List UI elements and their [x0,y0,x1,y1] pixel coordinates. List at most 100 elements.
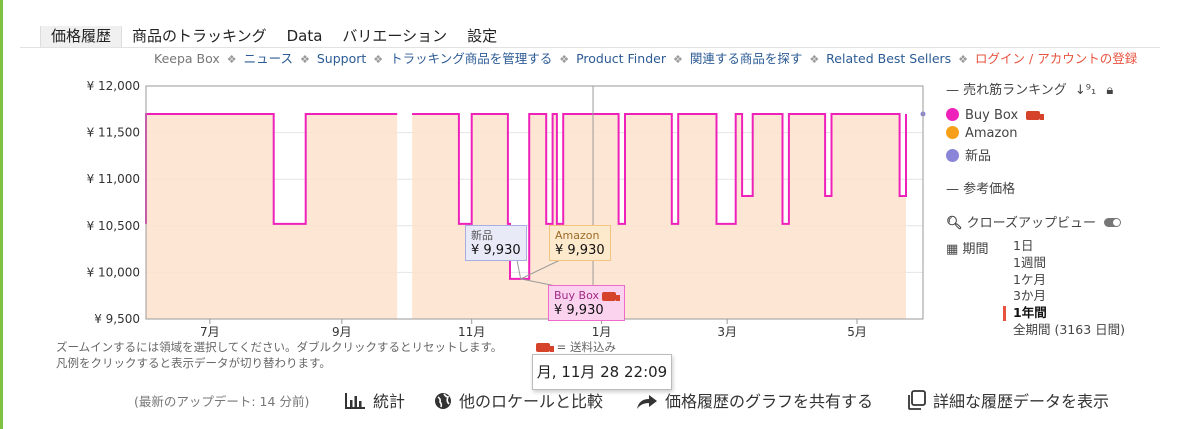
share-graph-label: 価格履歴のグラフを共有する [665,392,874,411]
tooltip-buybox-label: Buy Box [554,289,599,302]
compare-locale-button[interactable]: 他のロケールと比較 [434,388,603,412]
plot-frame [145,85,924,320]
shipping-note: = 送料込み [536,339,616,355]
zoom-hint: ズームインするには領域を選択してください。ダブルクリックするとリセットします。 [56,340,503,354]
tooltip-amazon-price: ¥ 9,930 [555,243,605,258]
x-tick-label: 11月 [458,325,485,339]
range-1day[interactable]: 1日 [1013,238,1034,253]
subnav-news[interactable]: ニュース [243,51,293,66]
x-tick-label: 5月 [847,325,867,339]
y-tick-label: ¥ 10,500 [87,219,140,233]
x-axis-ticks: 7月 9月 11月 1月 3月 5月 [200,319,867,339]
separator-icon: ❖ [226,53,237,66]
y-tick-label: ¥ 10,000 [87,265,140,279]
toggle-icon[interactable] [1104,218,1122,227]
legend-new[interactable]: 新品 [946,145,991,164]
compare-locale-label: 他のロケールと比較 [459,392,604,411]
series-area-buy-box [146,114,398,319]
y-axis-ticks: ¥ 9,500 ¥ 10,000 ¥ 10,500 ¥ 11,000 ¥ 11,500 ¥… [87,79,140,326]
legend-amazon[interactable]: Amazon [946,126,1018,141]
separator-icon: ❖ [958,53,969,66]
legend-amazon-label: Amazon [965,126,1018,141]
copy-icon [908,390,926,410]
tooltip-connector [520,278,557,287]
series-area-buy-box [412,114,906,319]
legend-reference-price[interactable]: — 参考価格 [946,182,1016,197]
separator-icon: ❖ [559,53,570,66]
x-tick-label: 3月 [717,325,737,339]
tooltip-buybox-price: ¥ 9,930 [554,303,604,318]
closeup-view-label: クローズアップビュー [966,216,1097,231]
shipping-note-text: = 送料込み [556,340,616,354]
subnav-manage-tracking[interactable]: トラッキング商品を管理する [390,51,553,66]
closeup-view-toggle[interactable]: 🔍︎ クローズアップビュー [946,212,1122,231]
range-selector-label: ▦ 期間 [946,238,988,257]
range-list: 1日 1週間 1ケ月 3か月 1年間 全期間 (3163 日間) [1002,238,1126,339]
tab-variations[interactable]: バリエーション [342,27,448,45]
subnav-login[interactable]: ログイン / アカウントの登録 [975,51,1138,66]
tooltip-new-label: 新品 [471,229,493,242]
y-tick-label: ¥ 12,000 [87,79,140,93]
separator-icon: ❖ [299,53,310,66]
share-graph-button[interactable]: 価格履歴のグラフを共有する [636,388,873,412]
series-layer [145,111,926,319]
truck-icon [602,291,621,301]
subnav-keepa-box[interactable]: Keepa Box [154,51,220,66]
sort-icon: ↓⁹₁ [1074,83,1097,98]
y-tick-label: ¥ 11,000 [87,172,140,186]
tooltip-buybox: Buy Box ¥ 9,930 [548,285,626,321]
legend-sales-rank[interactable]: — 売れ筋ランキング ↓⁹₁ 🔒︎ [946,79,1113,98]
date-tooltip: 月, 11月 28 22:09 [532,354,672,390]
search-icon: 🔍︎ [946,216,963,231]
x-tick-label: 1月 [592,325,612,339]
separator-icon: ❖ [809,53,820,66]
tooltip-new: 新品 ¥ 9,930 [465,225,527,261]
tab-data[interactable]: Data [286,27,323,45]
tooltip-connector [516,259,522,280]
tab-price-history[interactable]: 価格履歴 [40,26,123,48]
legend-buybox-dot [946,108,959,121]
lock-icon: 🔒︎ [1106,83,1114,98]
left-accent-bar [0,0,3,429]
detailed-history-label: 詳細な履歴データを表示 [933,392,1110,411]
bar-chart-icon [345,393,365,409]
range-1week[interactable]: 1週間 [1013,254,1046,270]
tab-tracking[interactable]: 商品のトラッキング [132,27,267,45]
subnav: Keepa Box ❖ ニュース ❖ Support ❖ トラッキング商品を管理… [154,48,1137,67]
subnav-product-finder[interactable]: Product Finder [576,51,666,66]
tab-bar: 価格履歴 商品のトラッキング Data バリエーション 設定 [40,26,507,48]
range-3months[interactable]: 3か月 [1013,288,1046,304]
tooltip-amazon-label: Amazon [555,229,600,242]
y-tick-label: ¥ 9,500 [94,312,140,326]
truck-icon [1026,111,1045,120]
range-1year[interactable]: 1年間 [1002,305,1125,322]
last-update: (最新のアップデート: 14 分前) [134,394,310,409]
tooltip-connector [520,259,561,280]
legend-amazon-dot [946,126,959,139]
tooltip-new-price: ¥ 9,930 [471,243,521,258]
legend-new-dot [946,149,959,162]
legend-buybox[interactable]: Buy Box [946,108,1045,123]
subnav-related-products[interactable]: 関連する商品を探す [689,51,803,66]
legend-sales-rank-label: — 売れ筋ランキング [946,83,1067,98]
x-tick-label: 7月 [200,325,220,339]
range-all[interactable]: 全期間 (3163 日間) [1013,321,1126,337]
stats-button[interactable]: 統計 [344,388,405,412]
subnav-support[interactable]: Support [316,51,367,66]
range-1month[interactable]: 1ケ月 [1013,271,1046,287]
truck-icon [536,343,554,352]
detailed-history-button[interactable]: 詳細な履歴データを表示 [906,388,1109,412]
share-arrow-icon [637,395,657,409]
price-history-chart[interactable]: ¥ 9,500 ¥ 10,000 ¥ 10,500 ¥ 11,000 ¥ 11,500 ¥… [0,70,940,340]
legend-new-label: 新品 [965,149,992,164]
subnav-related-best-sellers[interactable]: Related Best Sellers [826,51,952,66]
separator-icon: ❖ [672,53,683,66]
globe-icon [435,393,451,409]
calendar-icon: ▦ [946,242,959,257]
stats-label: 統計 [373,392,406,411]
tab-settings[interactable]: 設定 [467,27,498,45]
tooltip-amazon: Amazon ¥ 9,930 [549,225,611,261]
separator-icon: ❖ [373,53,384,66]
tab-underline [20,47,1160,48]
x-tick-label: 9月 [332,325,352,339]
